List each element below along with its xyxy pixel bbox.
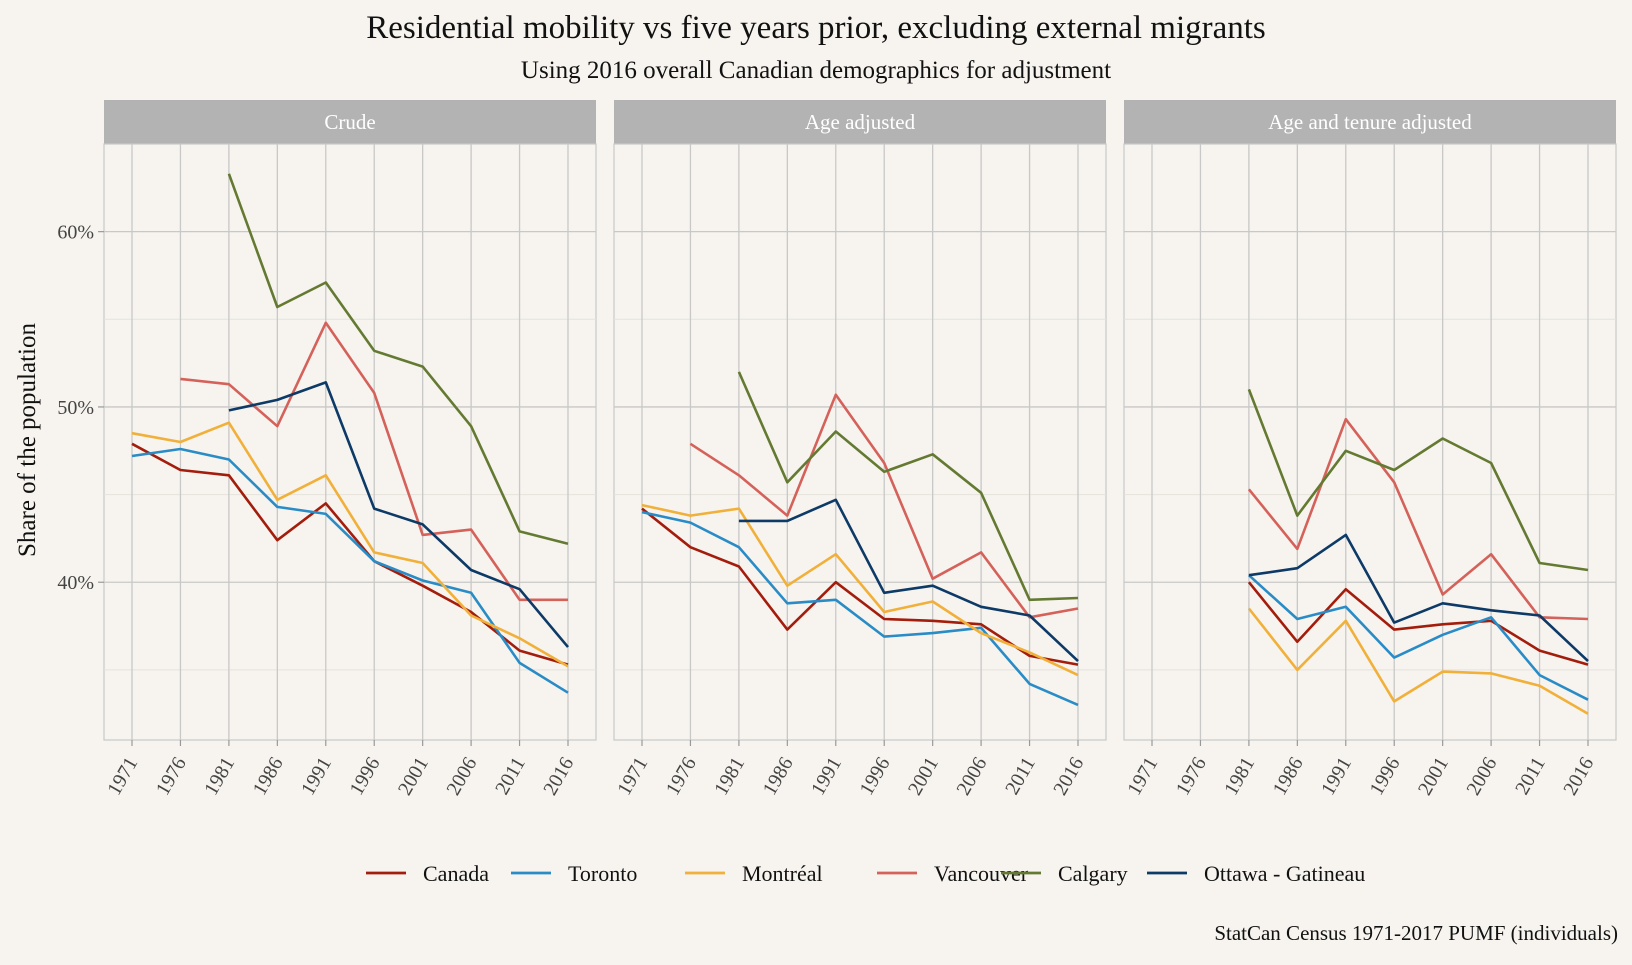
x-tick-label: 1986 — [249, 754, 288, 800]
x-tick-label: 1991 — [807, 754, 846, 800]
y-tick-label: 60% — [57, 222, 94, 244]
panel-border — [1123, 143, 1617, 741]
x-tick-label: 1976 — [152, 754, 191, 800]
x-tick-label: 1991 — [297, 754, 336, 800]
series-line-toronto — [1248, 574, 1589, 701]
series-line-canada — [641, 507, 1079, 666]
legend: Canada Toronto Montréal Vancouver Calgary Ott… — [366, 861, 1365, 886]
series-line-vancouver — [689, 393, 1079, 619]
x-tick-label: 2006 — [442, 754, 481, 800]
x-tick-label: 1981 — [200, 754, 239, 800]
x-tick-label: 1991 — [1317, 754, 1356, 800]
legend-item: Montréal — [685, 861, 823, 886]
panel-strip — [104, 100, 596, 144]
legend-label: Toronto — [568, 861, 637, 886]
x-tick-label: 1971 — [613, 754, 652, 800]
series-line-canada — [1247, 581, 1589, 666]
legend-item: Canada — [366, 861, 489, 886]
legend-label: Calgary — [1058, 861, 1128, 886]
panel-strip — [1124, 100, 1616, 144]
chart-subtitle: Using 2016 overall Canadian demographics… — [521, 57, 1111, 84]
series-line-toronto — [131, 447, 569, 694]
y-axis-label: Share of the population — [14, 323, 41, 557]
x-tick-label: 1996 — [1365, 754, 1404, 800]
panel-strip-label: Age and tenure adjusted — [1268, 110, 1472, 134]
x-tick-label: 2011 — [1511, 754, 1550, 799]
legend-label: Canada — [423, 861, 489, 886]
x-tick-label: 2016 — [539, 754, 578, 800]
legend-label: Ottawa - Gatineau — [1204, 861, 1365, 886]
series-line-calgary — [737, 371, 1079, 602]
x-tick-label: 1976 — [1172, 754, 1211, 800]
x-tick-label: 2016 — [1049, 754, 1088, 800]
y-tick-label: 50% — [57, 397, 94, 419]
x-tick-label: 1981 — [710, 754, 749, 800]
series-line-ottawa-gatineau — [1248, 533, 1589, 663]
legend-item: Toronto — [511, 861, 637, 886]
series-line-toronto — [641, 510, 1079, 707]
series-line-ottawa-gatineau — [228, 381, 569, 648]
x-tick-label: 1971 — [1123, 754, 1162, 800]
x-tick-label: 2001 — [1414, 754, 1453, 800]
series-line-vancouver — [1247, 417, 1589, 621]
x-tick-label: 1996 — [345, 754, 384, 800]
chart-caption: StatCan Census 1971-2017 PUMF (individua… — [1214, 921, 1618, 945]
x-tick-label: 2001 — [394, 754, 433, 800]
panel-strip-label: Age adjusted — [805, 110, 916, 134]
panel-border — [103, 143, 597, 741]
panel-1: Age adjusted 1971 1976 1981 1986 1991 1996 2001… — [613, 100, 1107, 800]
x-tick-label: 2011 — [1001, 754, 1040, 799]
x-tick-label: 2011 — [491, 754, 530, 799]
series-line-vancouver — [180, 321, 568, 602]
legend-item: Ottawa - Gatineau — [1147, 861, 1365, 886]
x-tick-label: 1996 — [855, 754, 894, 800]
series-line-montr-al — [131, 421, 569, 668]
series-line-montr-al — [641, 503, 1079, 677]
x-tick-label: 2006 — [952, 754, 991, 800]
panel-0: Crude 1971 1976 1981 1986 1991 1996 2001 2006 201… — [57, 100, 597, 800]
legend-item: Calgary — [1001, 861, 1128, 886]
series-line-calgary — [1247, 388, 1589, 572]
x-tick-label: 1971 — [103, 754, 142, 800]
x-tick-label: 1986 — [1269, 754, 1308, 800]
y-tick-label: 40% — [57, 572, 94, 594]
x-tick-label: 1981 — [1220, 754, 1259, 800]
x-tick-label: 2001 — [904, 754, 943, 800]
panel-strip — [614, 100, 1106, 144]
series-line-montr-al — [1247, 607, 1589, 715]
x-tick-label: 2016 — [1559, 754, 1598, 800]
series-line-canada — [131, 442, 569, 666]
chart-title: Residential mobility vs five years prior… — [366, 10, 1266, 46]
legend-label: Montréal — [742, 861, 823, 886]
panel-strip-label: Crude — [324, 110, 375, 134]
series-line-calgary — [227, 173, 569, 545]
series-line-ottawa-gatineau — [738, 498, 1079, 663]
panel-border — [613, 143, 1107, 741]
x-tick-label: 2006 — [1462, 754, 1501, 800]
x-tick-label: 1976 — [662, 754, 701, 800]
x-tick-label: 1986 — [759, 754, 798, 800]
